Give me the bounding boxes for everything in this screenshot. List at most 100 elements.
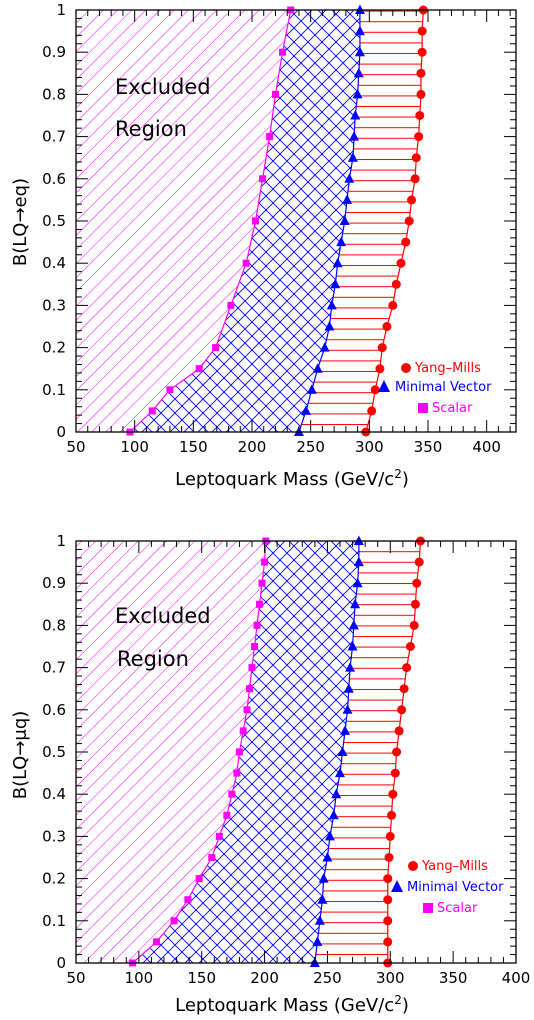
x-tick-label: 400 — [472, 438, 501, 456]
legend-item-yang-mills: Yang–Mills — [408, 859, 488, 874]
y-tick-label: 0.4 — [42, 254, 66, 272]
y-tick-label: 0.2 — [42, 339, 66, 357]
square-marker — [223, 812, 230, 819]
y-tick-label: 0.7 — [42, 659, 66, 677]
square-marker — [171, 917, 178, 924]
excluded-region-label-line1: Excluded — [115, 604, 211, 628]
circle-marker — [388, 301, 397, 310]
circle-marker — [395, 726, 404, 735]
legend-item-scalar: Scalar — [423, 901, 478, 916]
square-marker — [259, 580, 266, 587]
excluded-region-label-line2: Region — [115, 117, 187, 141]
x-tick-label: 300 — [376, 969, 405, 987]
square-marker — [266, 133, 273, 140]
x-tick-label: 200 — [238, 438, 267, 456]
y-tick-label: 0.1 — [42, 912, 66, 930]
legend-label-scalar: Scalar — [432, 401, 473, 416]
circle-marker — [392, 280, 401, 289]
circle-marker — [371, 385, 380, 394]
square-marker — [243, 706, 250, 713]
circle-marker — [397, 259, 406, 268]
legend-triangle-marker — [378, 380, 390, 392]
square-marker — [249, 664, 256, 671]
x-tick-label: 150 — [179, 438, 208, 456]
square-marker — [196, 365, 203, 372]
legend-triangle-marker — [391, 880, 403, 892]
circle-marker — [367, 406, 376, 415]
circle-marker — [382, 322, 391, 331]
legend-item-scalar: Scalar — [418, 401, 473, 416]
square-marker — [216, 833, 223, 840]
square-marker — [153, 938, 160, 945]
circle-marker — [392, 748, 401, 757]
y-tick-label: 0.1 — [42, 381, 66, 399]
circle-marker — [378, 343, 387, 352]
legend-label-scalar: Scalar — [437, 901, 478, 916]
x-axis-title: Leptoquark Mass (GeV/c2) — [175, 467, 409, 490]
square-marker — [261, 559, 268, 566]
y-axis-title: B(LQ→eq) — [10, 178, 31, 266]
square-marker — [166, 386, 173, 393]
square-marker — [233, 770, 240, 777]
circle-marker — [415, 111, 424, 120]
square-marker — [196, 875, 203, 882]
y-tick-label: 0.8 — [42, 616, 66, 634]
square-marker — [259, 175, 266, 182]
y-tick-label: 0 — [56, 423, 66, 441]
circle-marker — [418, 48, 427, 57]
legend-label-minimal-vector: Minimal Vector — [395, 380, 492, 395]
y-tick-label: 1 — [56, 532, 66, 550]
square-marker — [251, 643, 258, 650]
x-tick-label: 200 — [250, 969, 279, 987]
circle-marker — [385, 853, 394, 862]
square-marker — [184, 896, 191, 903]
y-tick-label: 0 — [56, 954, 66, 972]
y-tick-label: 0.2 — [42, 870, 66, 888]
circle-marker — [383, 937, 392, 946]
chart-panel-eq: 50 100 150 200 250 300 350 400 0 0.1 0.2 0.3 0.4 0.5 0… — [10, 1, 516, 490]
square-marker — [254, 622, 261, 629]
y-tick-label: 0.6 — [42, 170, 66, 188]
x-tick-label: 350 — [439, 969, 468, 987]
square-marker — [246, 685, 253, 692]
square-marker — [228, 791, 235, 798]
circle-marker — [411, 600, 420, 609]
legend: Yang–Mills Minimal Vector Scalar — [378, 361, 492, 416]
y-tick-label: 0.5 — [42, 743, 66, 761]
square-marker — [227, 302, 234, 309]
circle-marker — [401, 238, 410, 247]
circle-marker — [388, 790, 397, 799]
y-axis-title: B(LQ→μq) — [10, 711, 31, 800]
circle-marker — [414, 132, 423, 141]
circle-marker — [416, 69, 425, 78]
circle-marker — [402, 663, 411, 672]
circle-marker — [412, 153, 421, 162]
circle-marker — [397, 705, 406, 714]
legend-label-yang-mills: Yang–Mills — [421, 859, 488, 874]
x-tick-label: 350 — [414, 438, 443, 456]
x-tick-label: 100 — [120, 438, 149, 456]
circle-marker — [383, 895, 392, 904]
square-marker — [272, 91, 279, 98]
excluded-region-label-line1: Excluded — [115, 75, 211, 99]
circle-marker — [412, 579, 421, 588]
y-tick-label: 0.6 — [42, 701, 66, 719]
square-marker — [240, 727, 247, 734]
legend-item-minimal-vector: Minimal Vector — [391, 880, 504, 895]
square-marker — [212, 344, 219, 351]
circle-marker — [400, 684, 409, 693]
y-tick-label: 0.4 — [42, 785, 66, 803]
circle-marker — [383, 874, 392, 883]
x-tick-label: 50 — [66, 438, 85, 456]
circle-marker — [405, 217, 414, 226]
circle-marker — [416, 90, 425, 99]
circle-marker — [387, 811, 396, 820]
legend-item-minimal-vector: Minimal Vector — [378, 380, 492, 395]
legend-item-yang-mills: Yang–Mills — [401, 361, 481, 376]
circle-marker — [406, 642, 415, 651]
legend-square-marker — [423, 903, 433, 913]
legend-label-yang-mills: Yang–Mills — [414, 361, 481, 376]
x-tick-label: 300 — [355, 438, 384, 456]
circle-marker — [383, 916, 392, 925]
